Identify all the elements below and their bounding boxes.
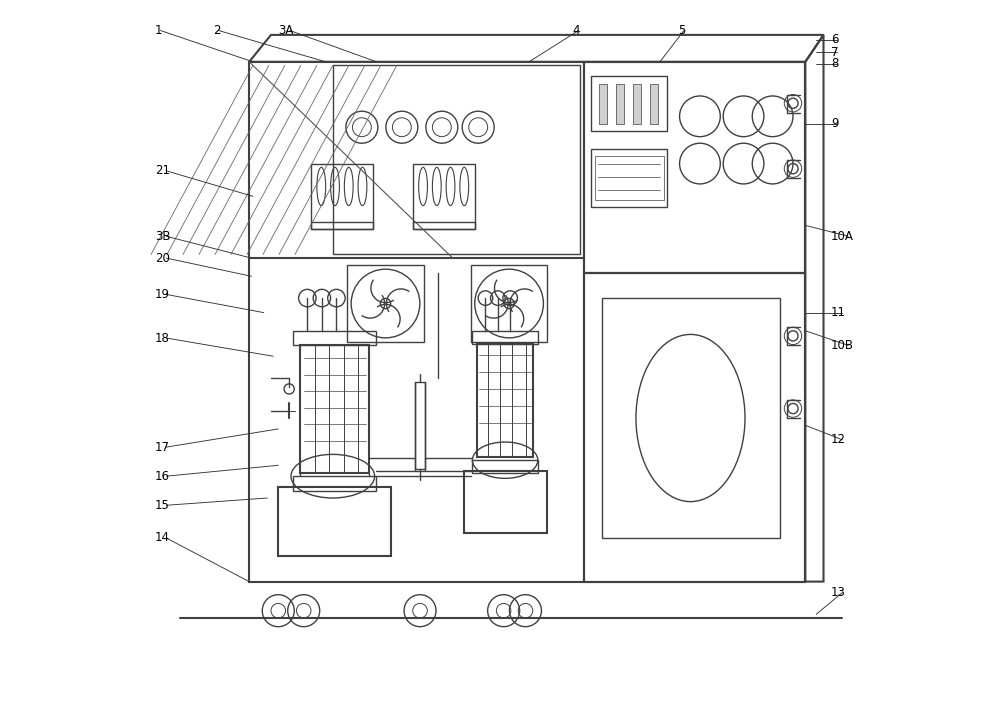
Text: 15: 15	[155, 499, 170, 512]
Bar	[333, 65, 580, 254]
Bar	[599, 84, 607, 124]
Bar	[293, 331, 376, 345]
Bar	[616, 84, 624, 124]
Bar	[311, 222, 373, 229]
Text: 3B: 3B	[155, 230, 170, 243]
Bar	[249, 62, 805, 582]
Text: 8: 8	[831, 57, 838, 71]
Text: 9: 9	[831, 117, 838, 130]
Bar	[471, 265, 547, 342]
Text: 2: 2	[213, 24, 220, 37]
Text: 10A: 10A	[831, 230, 854, 243]
Text: 18: 18	[155, 332, 170, 345]
Text: 7: 7	[831, 46, 838, 59]
Text: 11: 11	[831, 306, 846, 319]
Bar	[293, 476, 376, 491]
Text: 20: 20	[155, 252, 170, 265]
Text: 21: 21	[155, 164, 170, 177]
Text: 14: 14	[155, 531, 170, 545]
Bar	[602, 298, 780, 538]
Text: 6: 6	[831, 33, 838, 47]
Text: 19: 19	[155, 288, 170, 301]
Bar	[347, 265, 424, 342]
Bar	[650, 84, 658, 124]
Text: 10B: 10B	[831, 339, 854, 352]
Text: 4: 4	[573, 24, 580, 37]
Bar	[413, 164, 475, 229]
Bar	[591, 149, 667, 207]
Bar	[472, 460, 538, 473]
Text: 16: 16	[155, 470, 170, 483]
Bar	[472, 331, 538, 344]
Text: 12: 12	[831, 433, 846, 446]
Bar	[633, 84, 641, 124]
Bar	[591, 76, 667, 131]
Bar	[311, 164, 373, 229]
Bar	[300, 345, 369, 473]
Text: 3A: 3A	[278, 24, 294, 37]
Bar	[278, 487, 391, 556]
Bar	[584, 273, 805, 582]
Bar	[464, 471, 547, 533]
Bar	[584, 62, 805, 273]
Text: 13: 13	[831, 586, 846, 599]
Bar	[415, 382, 425, 469]
Bar	[595, 156, 664, 200]
Bar	[413, 222, 475, 229]
Text: 1: 1	[155, 24, 162, 37]
Text: 17: 17	[155, 441, 170, 454]
Text: 5: 5	[678, 24, 685, 37]
Bar	[477, 344, 533, 457]
